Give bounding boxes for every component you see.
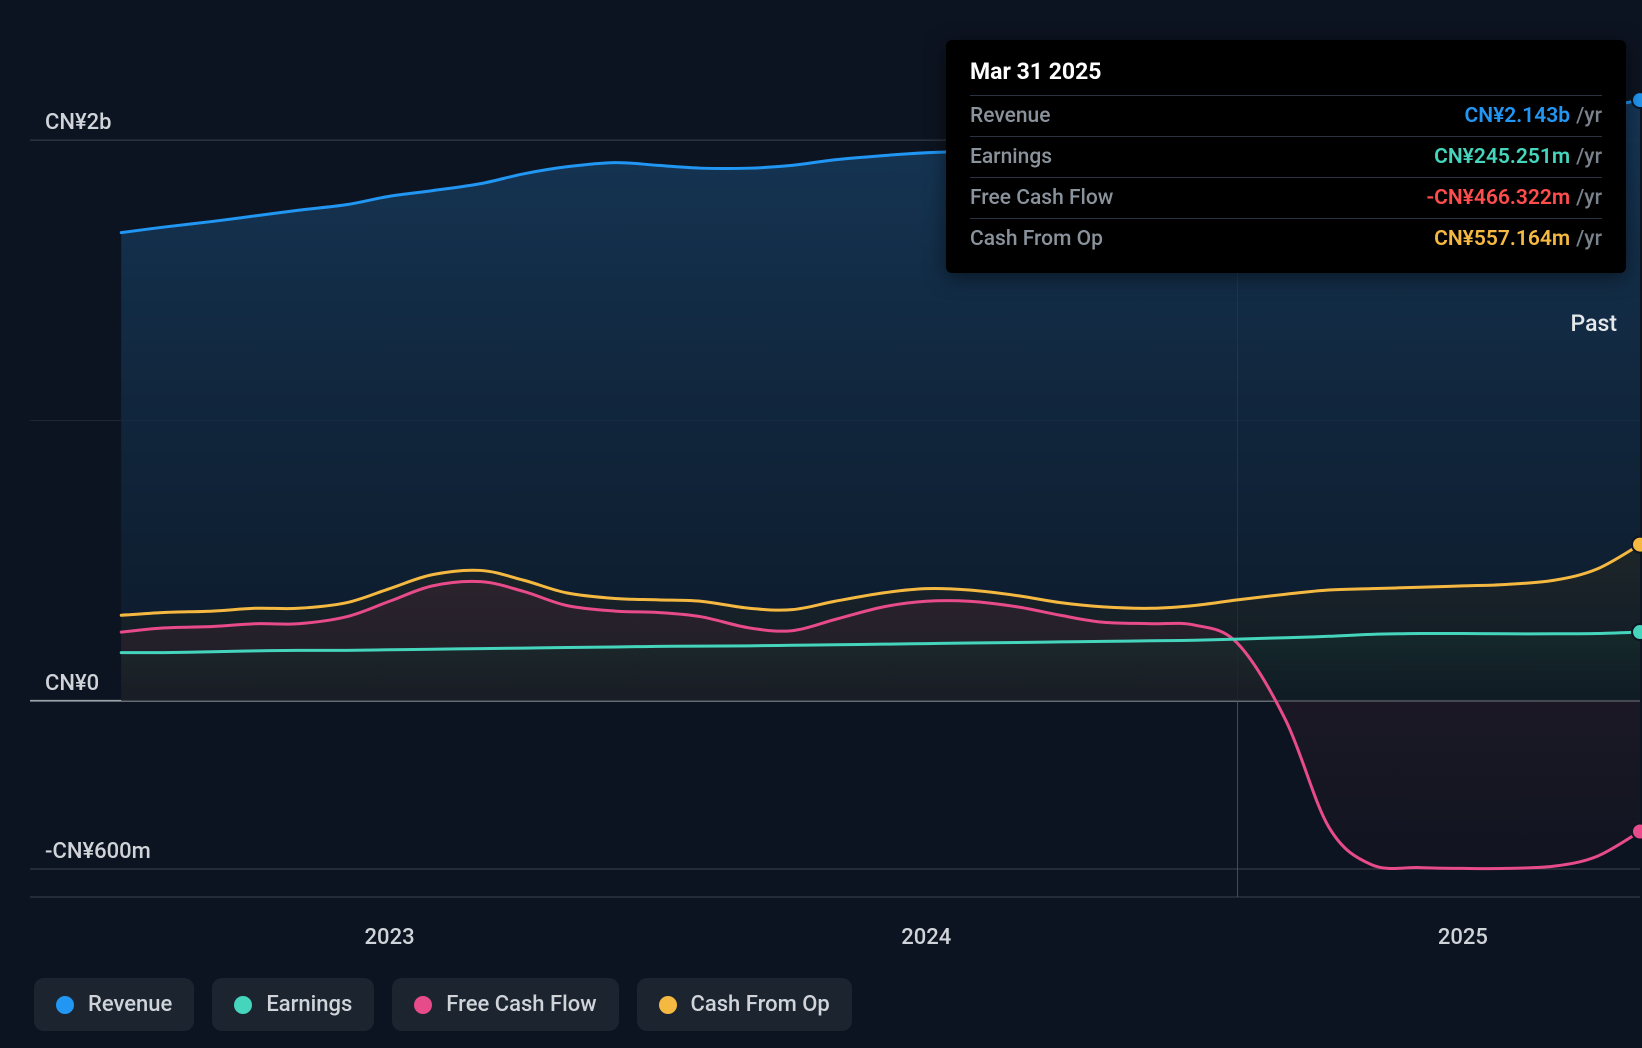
tooltip-row-label: Earnings [970, 145, 1052, 169]
legend-item-revenue[interactable]: Revenue [34, 978, 194, 1031]
y-tick-label: CN¥2b [45, 110, 112, 135]
tooltip-row-value-wrap: CN¥557.164m/yr [1434, 227, 1602, 251]
y-tick-label: -CN¥600m [45, 839, 151, 864]
tooltip-row: Revenue CN¥2.143b/yr [970, 95, 1602, 136]
legend-dot-icon [659, 996, 677, 1014]
tooltip-row-value: CN¥2.143b [1465, 104, 1571, 128]
tooltip-row-unit: /yr [1576, 227, 1602, 251]
tooltip-row-value: CN¥245.251m [1434, 145, 1570, 169]
legend-label: Revenue [88, 992, 172, 1017]
tooltip-row-unit: /yr [1576, 145, 1602, 169]
tooltip-date: Mar 31 2025 [970, 58, 1602, 95]
chart-tooltip: Mar 31 2025 Revenue CN¥2.143b/yr Earnings C… [946, 40, 1626, 273]
tooltip-row-value: CN¥557.164m [1434, 227, 1570, 251]
legend-dot-icon [414, 996, 432, 1014]
tooltip-row-value-wrap: CN¥245.251m/yr [1434, 145, 1602, 169]
financials-chart[interactable]: CN¥2b CN¥0 -CN¥600m 2023 2024 2025 Past Mar … [0, 0, 1642, 1048]
legend-label: Earnings [266, 992, 352, 1017]
tooltip-row-label: Free Cash Flow [970, 186, 1113, 210]
tooltip-row-unit: /yr [1576, 186, 1602, 210]
tooltip-row-label: Revenue [970, 104, 1050, 128]
legend-item-cash_from_op[interactable]: Cash From Op [637, 978, 852, 1031]
legend-dot-icon [234, 996, 252, 1014]
legend-item-free_cash_flow[interactable]: Free Cash Flow [392, 978, 618, 1031]
x-tick-label: 2025 [1438, 925, 1488, 950]
y-tick-label: CN¥0 [45, 671, 99, 696]
tooltip-row-value-wrap: CN¥2.143b/yr [1465, 104, 1602, 128]
tooltip-row-value-wrap: -CN¥466.322m/yr [1426, 186, 1602, 210]
tooltip-row-label: Cash From Op [970, 227, 1103, 251]
tooltip-row: Cash From Op CN¥557.164m/yr [970, 218, 1602, 259]
past-label: Past [1571, 310, 1617, 337]
legend-label: Cash From Op [691, 992, 830, 1017]
legend-item-earnings[interactable]: Earnings [212, 978, 374, 1031]
tooltip-row: Earnings CN¥245.251m/yr [970, 136, 1602, 177]
tooltip-row-unit: /yr [1576, 104, 1602, 128]
chart-legend: Revenue Earnings Free Cash Flow Cash From O… [34, 978, 852, 1031]
tooltip-row-value: -CN¥466.322m [1426, 186, 1570, 210]
x-tick-label: 2023 [365, 925, 415, 950]
legend-dot-icon [56, 996, 74, 1014]
tooltip-row: Free Cash Flow -CN¥466.322m/yr [970, 177, 1602, 218]
x-tick-label: 2024 [901, 925, 951, 950]
legend-label: Free Cash Flow [446, 992, 596, 1017]
